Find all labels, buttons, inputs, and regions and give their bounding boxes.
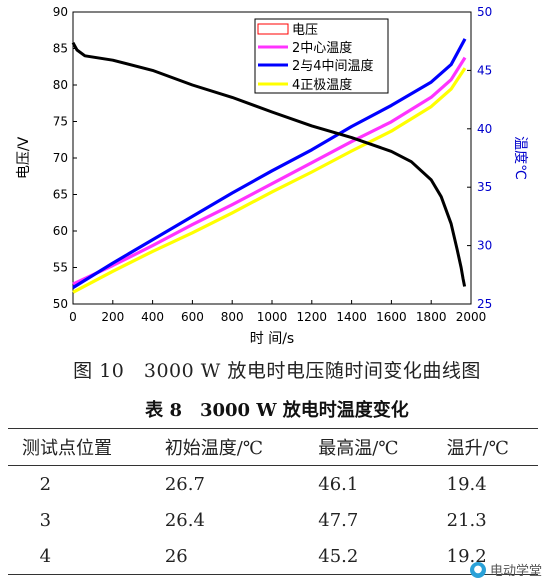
table-cell: 26.7 [164,473,205,495]
table-cell: 19.4 [446,473,487,495]
table-row: 2 26.7 46.1 19.4 [8,466,538,503]
x-tick-label: 200 [101,310,124,324]
wechat-logo-icon: ● [469,561,486,578]
legend-label-center-temp: 2中心温度 [292,40,352,56]
table-cell: 2 [39,473,52,495]
y-left-tick-label: 70 [53,151,68,165]
table-cell: 4 [39,545,52,567]
y-axis-left-ticks: 50 55 60 65 70 75 80 85 90 [53,5,77,311]
series-line-2 [72,38,467,289]
figure-caption: 图 10 3000 W 放电时电压随时间变化曲线图 [73,360,481,382]
y-left-tick-label: 60 [53,224,68,238]
y-axis-left-label: 电压/V [16,136,32,179]
y-left-tick-label: 65 [53,188,68,202]
y-right-tick-label: 35 [477,180,492,194]
table-header-cell: 温升/℃ [446,438,509,459]
table-cell: 47.7 [318,509,359,531]
y-left-tick-label: 50 [53,297,68,311]
watermark: ● 电动学堂 [469,560,542,579]
table-row: 4 26 45.2 19.2 [8,538,538,575]
y-right-tick-label: 50 [477,5,492,19]
y-left-tick-label: 55 [53,261,68,275]
table-row: 3 26.4 47.7 21.3 [8,502,538,538]
x-tick-label: 1400 [336,310,367,324]
series-line-3 [72,67,467,294]
table-cell: 19.2 [446,545,487,567]
table-cell: 26 [164,545,188,567]
temperature-table: 测试点位置 初始温度/℃ 最高温/℃ 温升/℃ 2 26.7 46.1 19.4… [8,428,538,575]
legend-label-voltage: 电压 [292,23,318,38]
legend: 电压 2中心温度 2与4中间温度 4正极温度 [254,18,389,94]
y-right-tick-label: 30 [477,239,492,253]
table-cell: 26.4 [164,509,205,531]
table-cell: 45.2 [318,545,359,567]
table-cell: 21.3 [446,509,487,531]
y-right-tick-label: 40 [477,122,492,136]
table-header-cell: 测试点位置 [22,438,112,459]
table-cell: 3 [39,509,52,531]
x-axis-label: 时 间/s [250,331,294,347]
x-tick-label: 1600 [376,310,407,324]
legend-label-middle-temp: 2与4中间温度 [292,58,374,74]
series-lines [71,38,467,294]
y-left-tick-label: 75 [53,115,68,129]
x-tick-label: 1000 [257,310,288,324]
y-axis-right-ticks: 25 30 35 40 45 50 [467,5,492,311]
table-header-cell: 初始温度/℃ [164,438,264,459]
table-cell: 46.1 [318,473,359,495]
x-tick-label: 800 [221,310,244,324]
x-tick-label: 400 [141,310,164,324]
series-line-0 [71,41,467,287]
y-left-tick-label: 85 [53,42,68,56]
x-tick-label: 1200 [297,310,328,324]
y-right-tick-label: 45 [477,63,492,77]
y-left-tick-label: 80 [53,78,68,92]
x-tick-label: 2000 [456,310,487,324]
y-left-tick-label: 90 [53,5,68,19]
voltage-temperature-chart: 0 200 400 600 800 1000 1200 1400 1600 1800 2000 50… [16,5,528,347]
table-header-cell: 最高温/℃ [318,438,399,459]
x-tick-label: 600 [181,310,204,324]
table-title: 表 8 3000 W 放电时温度变化 [145,400,409,421]
x-tick-label: 0 [69,310,77,324]
watermark-text: 电动学堂 [489,564,542,579]
legend-swatch-voltage [257,23,289,35]
table-header-row: 测试点位置 初始温度/℃ 最高温/℃ 温升/℃ [8,428,538,466]
y-right-tick-label: 25 [477,297,492,311]
x-tick-label: 1800 [416,310,447,324]
series-line-1 [72,56,467,286]
x-axis-ticks: 0 200 400 600 800 1000 1200 1400 1600 1800 2000 [69,300,486,324]
legend-label-positive-temp: 4正极温度 [292,77,352,93]
y-axis-right-label: 温度℃ [512,136,528,180]
